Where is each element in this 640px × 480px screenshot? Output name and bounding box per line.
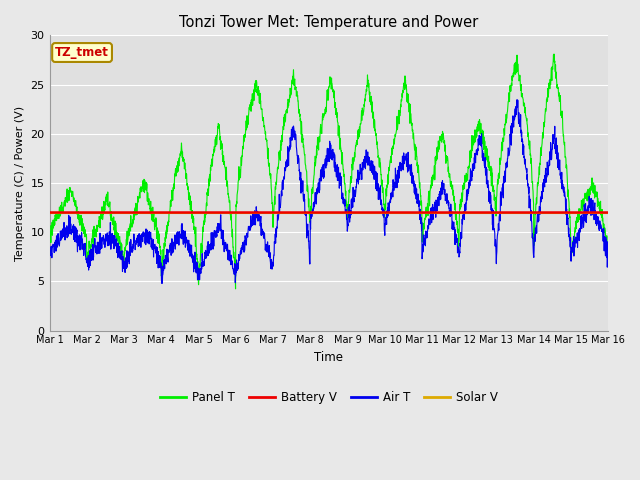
Air T	[492, 243, 499, 249]
Air T	[604, 261, 612, 267]
Solar V	[202, 210, 209, 216]
Panel T	[345, 187, 353, 193]
Line: Panel T: Panel T	[49, 54, 608, 289]
Solar V	[491, 210, 499, 216]
Air T	[513, 97, 521, 103]
Air T	[556, 166, 563, 172]
Solar V	[357, 210, 365, 216]
Air T	[45, 255, 53, 261]
Panel T	[202, 215, 209, 220]
Text: TZ_tmet: TZ_tmet	[55, 46, 109, 59]
Panel T	[571, 228, 579, 234]
Solar V	[345, 210, 353, 216]
Air T	[571, 245, 579, 251]
Solar V	[604, 210, 612, 216]
Battery V	[555, 210, 563, 216]
Panel T	[357, 114, 365, 120]
Air T	[159, 280, 166, 286]
Battery V	[604, 210, 612, 216]
Solar V	[570, 210, 578, 216]
Battery V	[357, 210, 365, 216]
Panel T	[45, 233, 53, 239]
Line: Air T: Air T	[49, 100, 608, 283]
X-axis label: Time: Time	[314, 351, 343, 364]
Panel T	[550, 51, 558, 57]
Solar V	[45, 210, 53, 216]
Battery V	[45, 210, 53, 216]
Y-axis label: Temperature (C) / Power (V): Temperature (C) / Power (V)	[15, 106, 25, 261]
Title: Tonzi Tower Met: Temperature and Power: Tonzi Tower Met: Temperature and Power	[179, 15, 479, 30]
Air T	[202, 248, 209, 253]
Battery V	[491, 210, 499, 216]
Battery V	[345, 210, 353, 216]
Battery V	[202, 210, 209, 216]
Panel T	[232, 286, 239, 292]
Battery V	[570, 210, 578, 216]
Legend: Panel T, Battery V, Air T, Solar V: Panel T, Battery V, Air T, Solar V	[155, 387, 502, 409]
Air T	[345, 204, 353, 210]
Solar V	[555, 210, 563, 216]
Panel T	[492, 206, 499, 212]
Panel T	[556, 96, 563, 101]
Air T	[357, 171, 365, 177]
Panel T	[604, 252, 612, 257]
